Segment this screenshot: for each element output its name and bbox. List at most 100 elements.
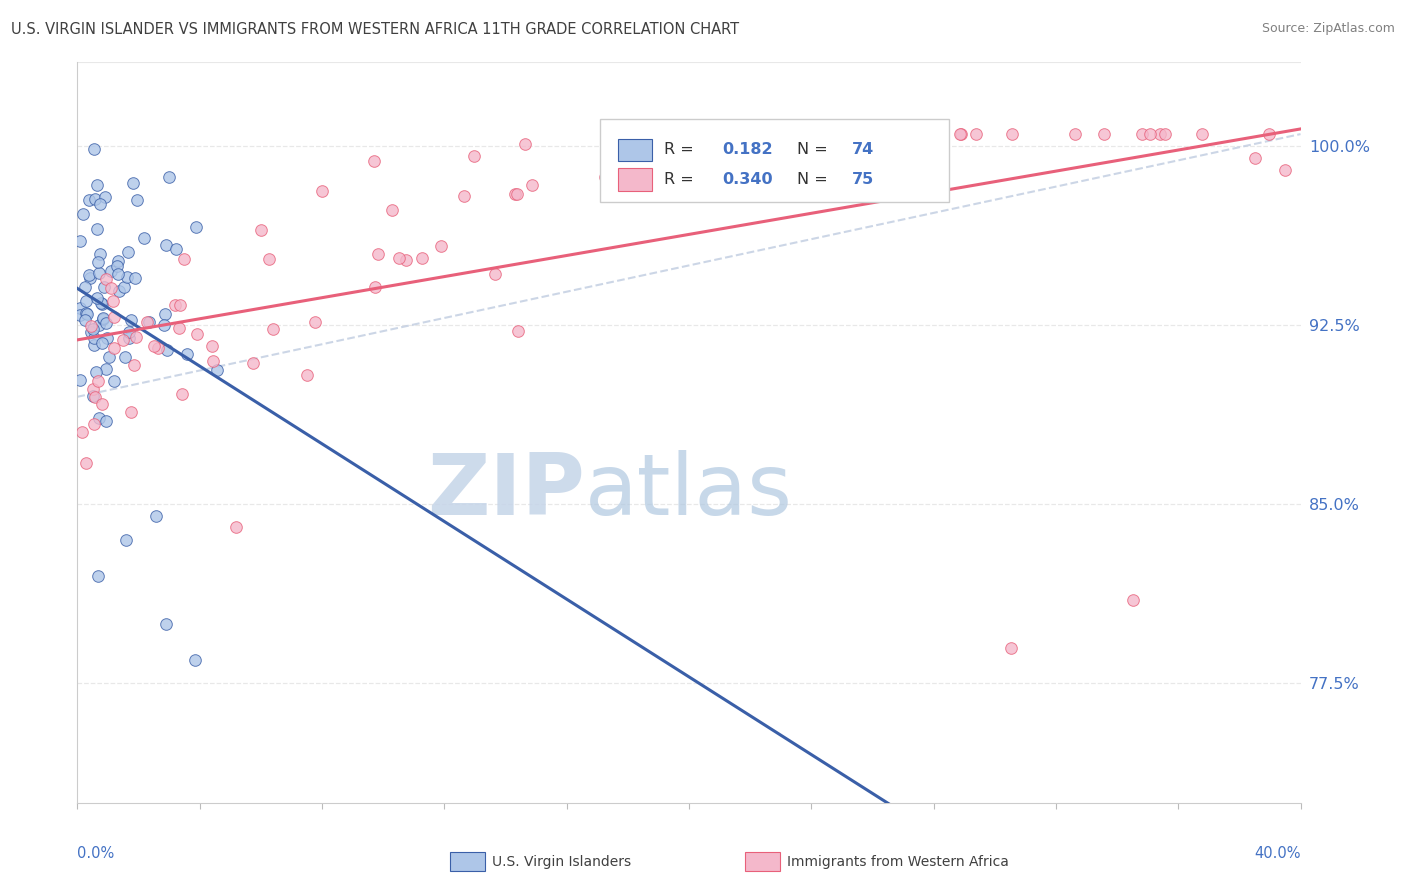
Point xyxy=(96,316,118,330)
Text: Immigrants from Western Africa: Immigrants from Western Africa xyxy=(787,855,1010,869)
Point xyxy=(132,230,155,244)
Point xyxy=(503,186,526,201)
Point xyxy=(79,271,101,285)
Point xyxy=(463,149,485,163)
Point xyxy=(69,308,91,322)
Point xyxy=(96,331,118,345)
Point xyxy=(75,279,97,293)
Point xyxy=(1149,127,1171,141)
Point xyxy=(484,267,506,281)
Point xyxy=(75,294,97,309)
Point xyxy=(135,315,157,329)
Point xyxy=(138,314,160,328)
Point xyxy=(657,127,679,141)
Point xyxy=(91,311,114,326)
Point xyxy=(84,390,107,404)
Point xyxy=(93,190,115,204)
Point xyxy=(593,170,616,185)
Point xyxy=(69,373,91,387)
Point xyxy=(84,192,107,206)
Point xyxy=(156,343,179,358)
Point xyxy=(118,331,141,345)
Point xyxy=(145,509,167,524)
Point xyxy=(86,178,108,192)
Point xyxy=(758,127,780,141)
Point xyxy=(262,321,284,335)
Point xyxy=(112,333,135,347)
Point xyxy=(965,127,987,141)
Point xyxy=(1257,127,1279,141)
Point xyxy=(125,330,148,344)
Point xyxy=(153,318,176,332)
Point xyxy=(163,298,186,312)
Point xyxy=(637,127,659,141)
Text: R =: R = xyxy=(665,143,699,157)
Point xyxy=(949,127,972,141)
Point xyxy=(105,259,128,273)
Point xyxy=(83,142,105,156)
Point xyxy=(155,616,177,631)
Point xyxy=(170,386,193,401)
Point xyxy=(453,188,475,202)
Point xyxy=(1130,127,1153,141)
Point xyxy=(112,280,135,294)
Text: 0.340: 0.340 xyxy=(721,172,772,187)
Point xyxy=(1154,127,1177,141)
Point xyxy=(311,184,333,198)
Point xyxy=(201,339,224,353)
Point xyxy=(114,533,136,547)
Text: 0.0%: 0.0% xyxy=(77,846,114,861)
Point xyxy=(430,239,453,253)
Point xyxy=(120,405,142,419)
Point xyxy=(72,207,94,221)
Text: R =: R = xyxy=(665,172,699,187)
Point xyxy=(506,187,529,202)
Point xyxy=(155,307,177,321)
Point xyxy=(143,339,166,353)
Point xyxy=(69,234,91,248)
Point xyxy=(388,251,411,265)
FancyBboxPatch shape xyxy=(599,120,949,202)
Point xyxy=(609,155,631,169)
Point xyxy=(842,127,865,141)
Point xyxy=(257,252,280,266)
Point xyxy=(367,247,389,261)
Point xyxy=(89,411,111,425)
Point xyxy=(75,456,97,470)
Point xyxy=(124,270,146,285)
Point xyxy=(395,252,418,267)
Point xyxy=(169,298,191,312)
Point xyxy=(82,389,104,403)
Point xyxy=(184,220,207,235)
Point xyxy=(76,307,98,321)
Point xyxy=(155,238,177,252)
Point xyxy=(1191,127,1213,141)
Point xyxy=(91,312,114,326)
Point xyxy=(96,272,118,286)
Point xyxy=(184,652,207,666)
Point xyxy=(364,280,387,294)
Point xyxy=(83,338,105,352)
Point xyxy=(146,341,169,355)
Point xyxy=(225,520,247,534)
Point xyxy=(242,356,264,370)
Point xyxy=(173,252,195,267)
Point xyxy=(207,362,229,376)
Point xyxy=(79,319,101,334)
Point xyxy=(103,374,125,388)
Point xyxy=(157,169,180,184)
Point xyxy=(91,297,114,311)
Point xyxy=(1000,640,1022,655)
Point xyxy=(100,280,122,294)
Point xyxy=(411,251,433,265)
Text: 75: 75 xyxy=(852,172,875,187)
Point xyxy=(249,223,271,237)
Point xyxy=(103,341,125,355)
Text: 74: 74 xyxy=(852,143,875,157)
Point xyxy=(107,267,129,281)
FancyBboxPatch shape xyxy=(619,169,652,191)
Point xyxy=(86,291,108,305)
Point xyxy=(122,358,145,372)
Point xyxy=(77,268,100,283)
Point xyxy=(89,197,111,211)
